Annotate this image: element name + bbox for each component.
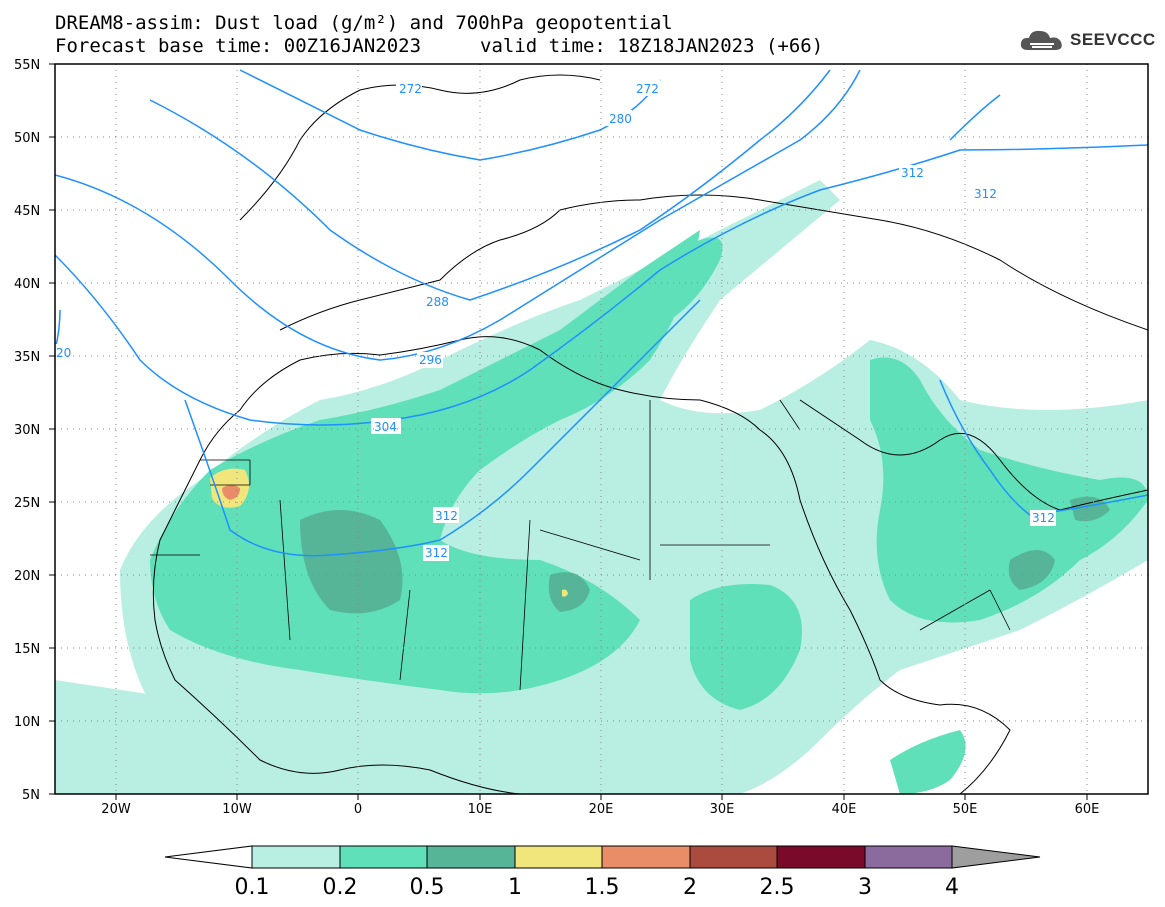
contour-label: 296 xyxy=(419,353,442,367)
dust-region-dark-sahel xyxy=(300,510,403,614)
colorbar-label: 3 xyxy=(858,875,872,900)
lat-label: 25N xyxy=(14,496,40,511)
colorbar-segment xyxy=(339,845,428,869)
dust-hotspot-orange xyxy=(222,485,240,500)
dust-region-medium-horn xyxy=(890,730,966,794)
contour-label: 312 xyxy=(974,187,997,201)
contour-label-group: 272 272 280 288 296 304 312 312 312 312 … xyxy=(55,80,1056,561)
valid-time: valid time: 18Z18JAN2023 (+66) xyxy=(480,35,824,57)
axis-ticks xyxy=(49,63,1088,800)
colorbar-segment xyxy=(776,845,866,869)
contour-label: 20 xyxy=(56,346,71,360)
lat-label: 30N xyxy=(14,423,40,438)
chart-title: DREAM8-assim: Dust load (g/m²) and 700hP… xyxy=(55,12,673,34)
contour-label: 304 xyxy=(374,420,397,434)
colorbar-label: 0.5 xyxy=(410,875,445,900)
geopotential-contours xyxy=(55,69,1148,557)
colorbar-high-triangle xyxy=(951,845,1041,869)
dust-field: 272 272 280 288 296 304 312 312 312 312 … xyxy=(55,69,1148,794)
contour-label: 272 xyxy=(636,82,659,96)
dust-region-dark-oman xyxy=(1008,550,1055,590)
lat-label: 5N xyxy=(22,788,40,803)
colorbar-label: 1 xyxy=(508,875,522,900)
colorbar-segment xyxy=(251,845,341,869)
lon-label: 20W xyxy=(101,802,131,817)
colorbar-label: 2 xyxy=(683,875,697,900)
contour-label: 312 xyxy=(1032,511,1055,525)
contour-label: 312 xyxy=(425,546,448,560)
colorbar-label: 0.1 xyxy=(235,875,270,900)
colorbar-segment xyxy=(426,845,516,869)
colorbar xyxy=(164,845,1041,869)
colorbar-segment xyxy=(514,845,603,869)
lat-label: 55N xyxy=(14,58,40,73)
colorbar-segment xyxy=(601,845,691,869)
forecast-base-time: Forecast base time: 00Z16JAN2023 xyxy=(55,35,422,57)
lon-label: 20E xyxy=(589,802,614,817)
colorbar-segment xyxy=(864,845,953,869)
contour-label: 288 xyxy=(426,295,449,309)
colorbar-label: 2.5 xyxy=(760,875,795,900)
dust-region-dark-chad xyxy=(548,572,590,612)
country-borders xyxy=(150,399,1011,691)
lat-label: 20N xyxy=(14,569,40,584)
contour-label: 280 xyxy=(609,112,632,126)
lon-label: 50E xyxy=(953,802,978,817)
lon-label: 60E xyxy=(1075,802,1100,817)
colorbar-labels: 0.1 0.2 0.5 1 1.5 2 2.5 3 4 xyxy=(235,875,960,900)
colorbar-label: 0.2 xyxy=(323,875,358,900)
lat-label: 50N xyxy=(14,131,40,146)
lat-label: 35N xyxy=(14,350,40,365)
dust-region-medium-aegean xyxy=(630,237,723,320)
lat-label: 15N xyxy=(14,642,40,657)
dust-region-medium-arabia xyxy=(870,357,1148,623)
lat-label: 45N xyxy=(14,204,40,219)
lon-label: 40E xyxy=(832,802,857,817)
lon-label: 0 xyxy=(354,802,362,817)
logo-text: SEEVCCC xyxy=(1070,30,1156,49)
dust-region-medium-central xyxy=(690,584,802,710)
contour-label: 312 xyxy=(435,509,458,523)
colorbar-segment xyxy=(689,845,778,869)
cloud-icon xyxy=(1020,30,1062,50)
lat-lon-grid xyxy=(55,64,1148,794)
lat-label: 40N xyxy=(14,277,40,292)
lon-label: 30E xyxy=(710,802,735,817)
colorbar-label: 1.5 xyxy=(585,875,620,900)
lat-label: 10N xyxy=(14,715,40,730)
seevccc-logo: SEEVCCC xyxy=(1018,26,1156,54)
colorbar-label: 4 xyxy=(945,875,959,900)
dust-region-dark-east xyxy=(1070,496,1110,522)
colorbar-low-triangle xyxy=(164,845,253,869)
contour-label: 312 xyxy=(901,166,924,180)
contour-label: 272 xyxy=(399,82,422,96)
dust-hotspot-small-yellow xyxy=(562,589,568,597)
lon-label: 10E xyxy=(468,802,493,817)
longitude-labels: 20W 10W 0 10E 20E 30E 40E 50E 60E xyxy=(101,802,1099,817)
lon-label: 10W xyxy=(222,802,252,817)
latitude-labels: 55N 50N 45N 40N 35N 30N 25N 20N 15N 10N … xyxy=(14,58,40,803)
